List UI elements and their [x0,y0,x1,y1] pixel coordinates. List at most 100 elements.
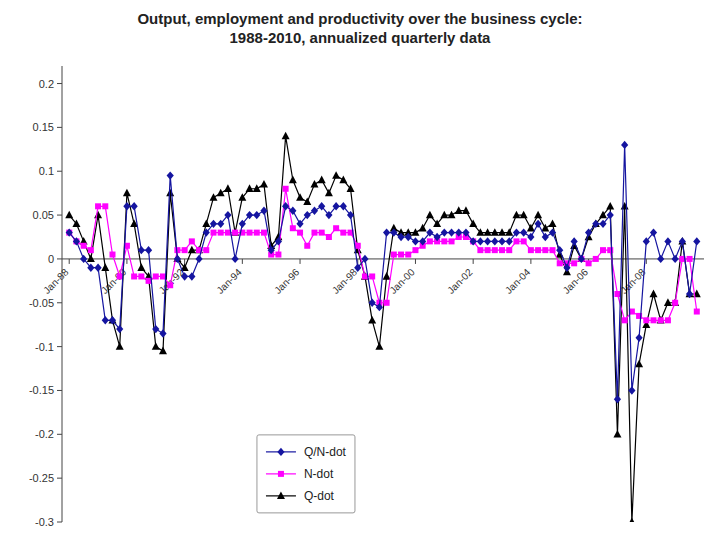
title-line: Output, employment and productivity over… [137,10,582,27]
legend-label: N-dot [304,467,334,481]
point-marker [80,255,87,263]
point-marker [384,300,390,306]
point-marker [310,180,318,188]
point-marker [426,211,434,219]
y-tick [57,215,62,216]
point-marker [73,237,80,245]
x-tick-label: Jan-02 [445,266,475,296]
y-tick-label: -0.3 [35,516,54,528]
point-marker [513,238,519,244]
point-marker [405,233,412,241]
point-marker [657,316,665,324]
legend: Q/N-dotN-dotQ-dot [257,435,355,513]
y-tick [57,522,62,523]
point-marker [520,228,527,236]
point-marker [217,189,225,197]
point-marker [593,256,599,262]
y-tick [57,390,62,391]
point-marker [347,211,354,219]
y-tick [57,83,62,84]
point-marker [441,238,447,244]
point-marker [217,220,224,228]
point-marker [116,342,124,350]
chart: Output, employment and productivity over… [0,0,720,540]
point-marker [621,202,629,210]
y-tick [57,171,62,172]
point-marker [592,219,600,227]
point-marker [303,198,311,206]
point-marker [678,237,686,245]
point-marker [607,247,613,253]
y-tick [57,258,62,259]
legend-marker [277,491,285,499]
point-marker [232,255,239,263]
y-tick [57,127,62,128]
point-marker [260,206,267,214]
point-marker [578,255,585,263]
point-marker [492,247,498,253]
point-marker [614,291,620,297]
plot-area [65,132,701,522]
point-marker [586,260,592,266]
point-marker [210,230,216,236]
y-tick [57,346,62,347]
point-marker [153,273,159,279]
point-marker [606,202,614,210]
point-marker [159,347,167,355]
point-marker [375,342,383,350]
x-tick-label: Jan-04 [503,266,533,296]
x-tick [473,259,474,264]
point-marker [498,228,506,236]
point-marker [224,211,231,219]
point-marker [599,220,606,228]
title: Output, employment and productivity over… [137,10,582,46]
point-marker [585,228,592,236]
point-marker [339,176,347,184]
y-tick-label: -0.2 [35,428,54,440]
series [66,141,701,404]
point-marker [123,189,131,197]
point-marker [600,247,606,253]
point-marker [232,230,238,236]
point-marker [512,211,520,219]
point-marker [398,252,404,258]
legend-label: Q-dot [304,489,335,503]
point-marker [462,228,469,236]
point-marker [528,247,534,253]
point-marker [296,193,304,201]
point-marker [693,237,700,245]
point-marker [672,300,678,306]
point-marker [419,224,427,232]
point-marker [397,233,404,241]
point-marker [65,211,73,219]
point-marker [469,219,477,227]
point-marker [383,272,391,280]
point-marker [434,233,441,241]
x-tick-label: Jan-88 [41,266,71,296]
point-marker [577,255,585,263]
y-tick [57,434,62,435]
y-axis-line [62,66,63,522]
point-marker [527,224,535,232]
point-marker [189,238,195,244]
point-marker [563,263,570,271]
point-marker [477,237,484,245]
point-marker [542,233,549,241]
point-marker [340,230,346,236]
point-marker [253,211,260,219]
point-marker [87,263,94,271]
legend-marker [278,471,284,477]
title-line: 1988-2010, annualized quarterly data [230,29,492,46]
point-marker [484,237,491,245]
point-marker [167,171,174,179]
y-tick-label: 0 [48,253,54,265]
point-marker [557,260,563,266]
point-marker [426,228,433,236]
point-marker [332,171,340,179]
point-marker [506,237,513,245]
point-marker [484,228,492,236]
point-marker [282,202,289,210]
point-marker [326,234,332,240]
point-marker [571,260,577,266]
point-marker [131,202,138,210]
